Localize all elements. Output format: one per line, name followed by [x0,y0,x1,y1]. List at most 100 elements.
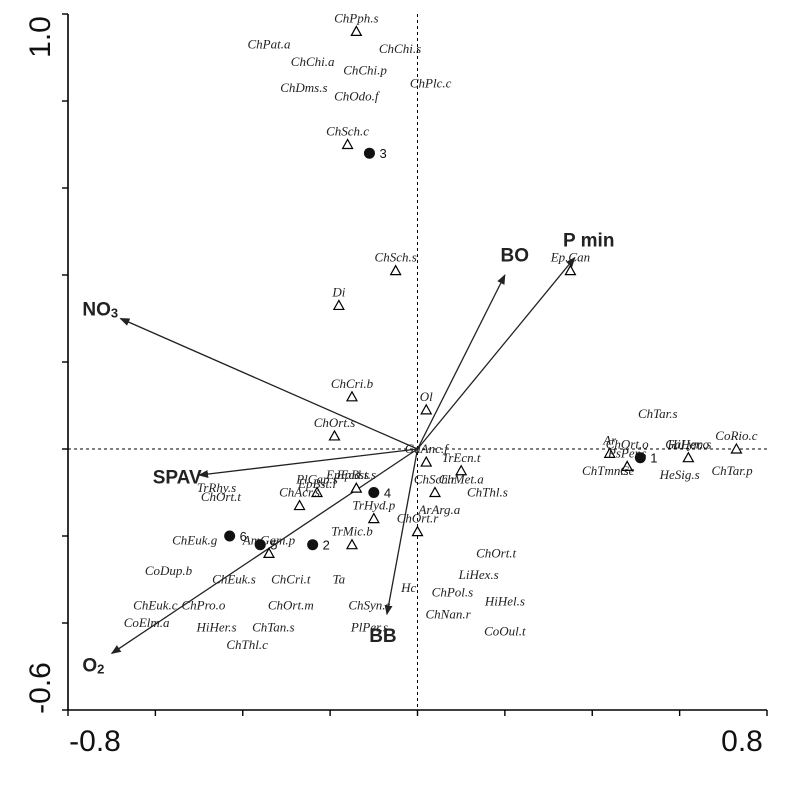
species-marker [389,264,402,276]
species-marker [428,486,441,498]
species-marker [310,486,324,498]
species-label: ChMet.a [439,471,485,486]
species-marker [603,447,616,458]
site-label: 1 [650,451,657,466]
species-label: ChSch.s [375,250,417,265]
site-point [634,452,646,464]
env-vector-label: SPAV [153,468,202,489]
y-tick-label-top: 1.0 [24,16,57,58]
species-label: ChOrt.t [201,489,241,504]
species-label: ChOrt.m [268,598,314,613]
species-marker [345,538,358,550]
species-label: TrHyd.p [352,498,395,513]
species-label: ChNan.r [426,606,472,621]
y-tick-label-bottom: -0.6 [24,662,57,714]
species-marker [730,442,743,454]
site-point [224,530,236,542]
species-marker [621,460,634,471]
species-label: GaAnc.f [405,441,450,456]
species-label: ChOdo.f [334,89,381,104]
species-label: ChTar.p [712,463,754,478]
species-label: ArArg.a [417,502,460,517]
species-label: ChChi.a [291,54,335,69]
env-vector-label: P min [563,231,614,252]
species-label: CoRio.c [715,428,757,443]
env-vector-arrow [416,256,576,450]
species-points: ChPph.s ChPat.a ChChi.s ChChi.a ChChi.p ChDms… [124,10,758,651]
env-vector-label: O2 [82,656,104,677]
environmental-vectors: NO3 BO P min SPAV BB O2 [82,231,614,677]
species-label: ChTmn.s [582,463,629,478]
species-label: ChOrt.t [476,545,516,560]
species-label: PlCap.s [295,472,338,487]
species-label: ChEuk.g [172,532,218,547]
species-marker [332,299,345,311]
species-marker [345,390,358,402]
species-label: ChSyn.s [348,598,390,613]
species-label: Di [331,284,345,299]
species-label: CoOul.t [484,624,526,639]
env-vector-arrow [119,317,418,450]
species-label: Hc [400,580,416,595]
species-label: ChTar.s [638,406,678,421]
x-tick-label-left: -0.8 [69,725,121,758]
species-marker [293,499,306,511]
env-vector-arrow [384,448,419,616]
site-point [368,487,380,498]
site-point [307,539,319,551]
species-label: Ta [333,572,346,587]
species-label: Ce [620,463,635,478]
species-marker [350,481,363,493]
site-points: 1 2 3 4 5 6 [224,146,658,553]
species-label: HeSig.s [659,467,700,482]
x-tick-label-right: 0.8 [721,725,763,758]
species-label: PlPer.s [350,619,388,634]
site-label: 5 [270,538,277,553]
species-label: ChPol.s [432,585,474,600]
env-vector-label: BO [500,245,529,266]
species-marker [262,547,275,558]
species-label: ChSch.r [414,472,457,487]
site-label: 2 [323,538,330,553]
species-label: HiHer.s [195,619,236,634]
species-label: HiHer.o [667,437,710,452]
x-axis-ticks [67,710,768,716]
species-label: ChCri.b [331,376,374,391]
species-marker [367,512,380,524]
y-axis-ticks [62,13,68,711]
species-label: GaLym.s [665,437,711,452]
species-marker [420,455,433,467]
species-marker [420,403,433,415]
species-label: TrEcn.t [442,450,481,465]
species-label: ChOrt.o [606,437,649,452]
env-vector-label: BB [369,626,396,647]
species-label: CoDup.b [145,563,193,578]
species-label: ChOrt.r [397,511,439,526]
site-label: 4 [384,486,391,501]
species-label: ChChi.p [343,63,387,78]
species-label: ChPph.s [334,10,378,25]
species-label: ChPlc.c [410,76,452,91]
species-label: Ol [420,389,433,404]
species-marker [411,525,424,537]
species-label: ChPat.a [247,36,290,51]
species-label: Ar [602,432,617,447]
species-label: TrRhy.s [197,480,236,495]
species-label: ChPro.o [181,598,225,613]
species-label: Ep.Can [550,250,590,265]
species-label: AmGam.p [242,532,296,547]
species-marker [341,138,354,150]
species-label: TrMic.b [331,524,373,539]
site-label: 3 [379,146,386,161]
species-marker [350,25,363,36]
species-label: EpBst.s [336,467,376,482]
species-label: ChThl.c [226,637,268,652]
species-marker [455,464,468,476]
env-vector-arrow [110,448,418,655]
env-vector-arrow [198,448,418,479]
species-label: ChEuk.c [133,598,178,613]
species-label: ChCri.t [271,572,311,587]
species-label: LiHex.s [458,567,499,582]
env-vector-arrow [416,274,506,450]
